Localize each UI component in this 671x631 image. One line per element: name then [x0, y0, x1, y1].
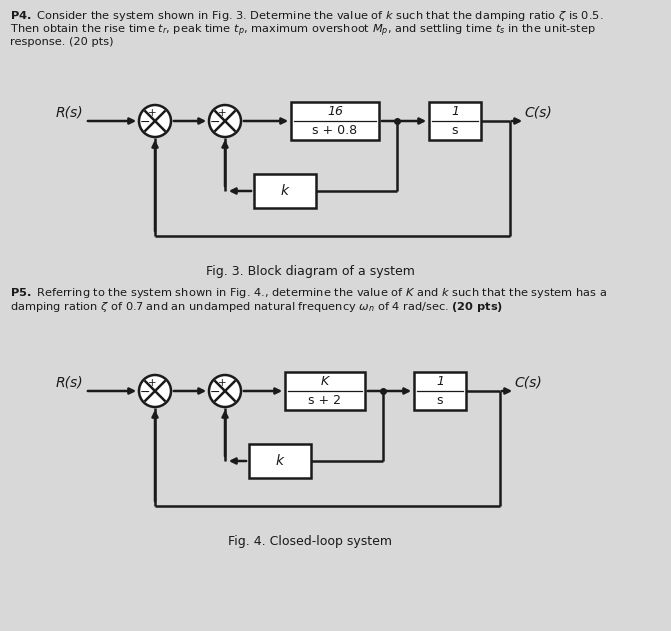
Bar	[429, 102, 481, 140]
Text: Then obtain the rise time $t_r$, peak time $t_p$, maximum overshoot $M_p$, and s: Then obtain the rise time $t_r$, peak ti…	[10, 23, 596, 39]
Text: 1: 1	[436, 375, 444, 387]
Text: 16: 16	[327, 105, 343, 117]
Text: s: s	[437, 394, 444, 408]
Text: 1: 1	[451, 105, 459, 117]
Text: +: +	[217, 108, 226, 117]
Text: −: −	[209, 116, 220, 129]
Text: Fig. 3. Block diagram of a system: Fig. 3. Block diagram of a system	[205, 264, 415, 278]
Text: C(s): C(s)	[514, 375, 542, 389]
Text: s + 0.8: s + 0.8	[313, 124, 358, 138]
Text: s + 2: s + 2	[309, 394, 342, 408]
Text: C(s): C(s)	[524, 105, 552, 119]
Bar	[291, 102, 379, 140]
Bar	[254, 174, 316, 208]
Text: s: s	[452, 124, 458, 138]
Text: R(s): R(s)	[55, 375, 83, 389]
Text: −: −	[209, 386, 220, 399]
Text: $\mathbf{P5.}$ Referring to the system shown in Fig. 4., determine the value of : $\mathbf{P5.}$ Referring to the system s…	[10, 286, 607, 300]
Text: +: +	[148, 108, 156, 117]
Text: k: k	[276, 454, 284, 468]
Text: response. (20 pts): response. (20 pts)	[10, 37, 113, 47]
Circle shape	[139, 105, 171, 137]
Circle shape	[209, 105, 241, 137]
Circle shape	[139, 375, 171, 407]
Bar	[249, 444, 311, 478]
Text: +: +	[217, 378, 226, 387]
Circle shape	[209, 375, 241, 407]
Bar	[285, 372, 365, 410]
Text: $\mathbf{P4.}$ Consider the system shown in Fig. 3. Determine the value of $k$ s: $\mathbf{P4.}$ Consider the system shown…	[10, 9, 603, 23]
Text: R(s): R(s)	[55, 105, 83, 119]
Text: Fig. 4. Closed-loop system: Fig. 4. Closed-loop system	[228, 534, 392, 548]
Text: +: +	[148, 378, 156, 387]
Text: −: −	[140, 386, 150, 399]
Text: K: K	[321, 375, 329, 387]
Text: −: −	[140, 116, 150, 129]
Bar	[414, 372, 466, 410]
Text: k: k	[281, 184, 289, 198]
Text: damping ration $\zeta$ of 0.7 and an undamped natural frequency $\omega_n$ of 4 : damping ration $\zeta$ of 0.7 and an und…	[10, 300, 503, 314]
